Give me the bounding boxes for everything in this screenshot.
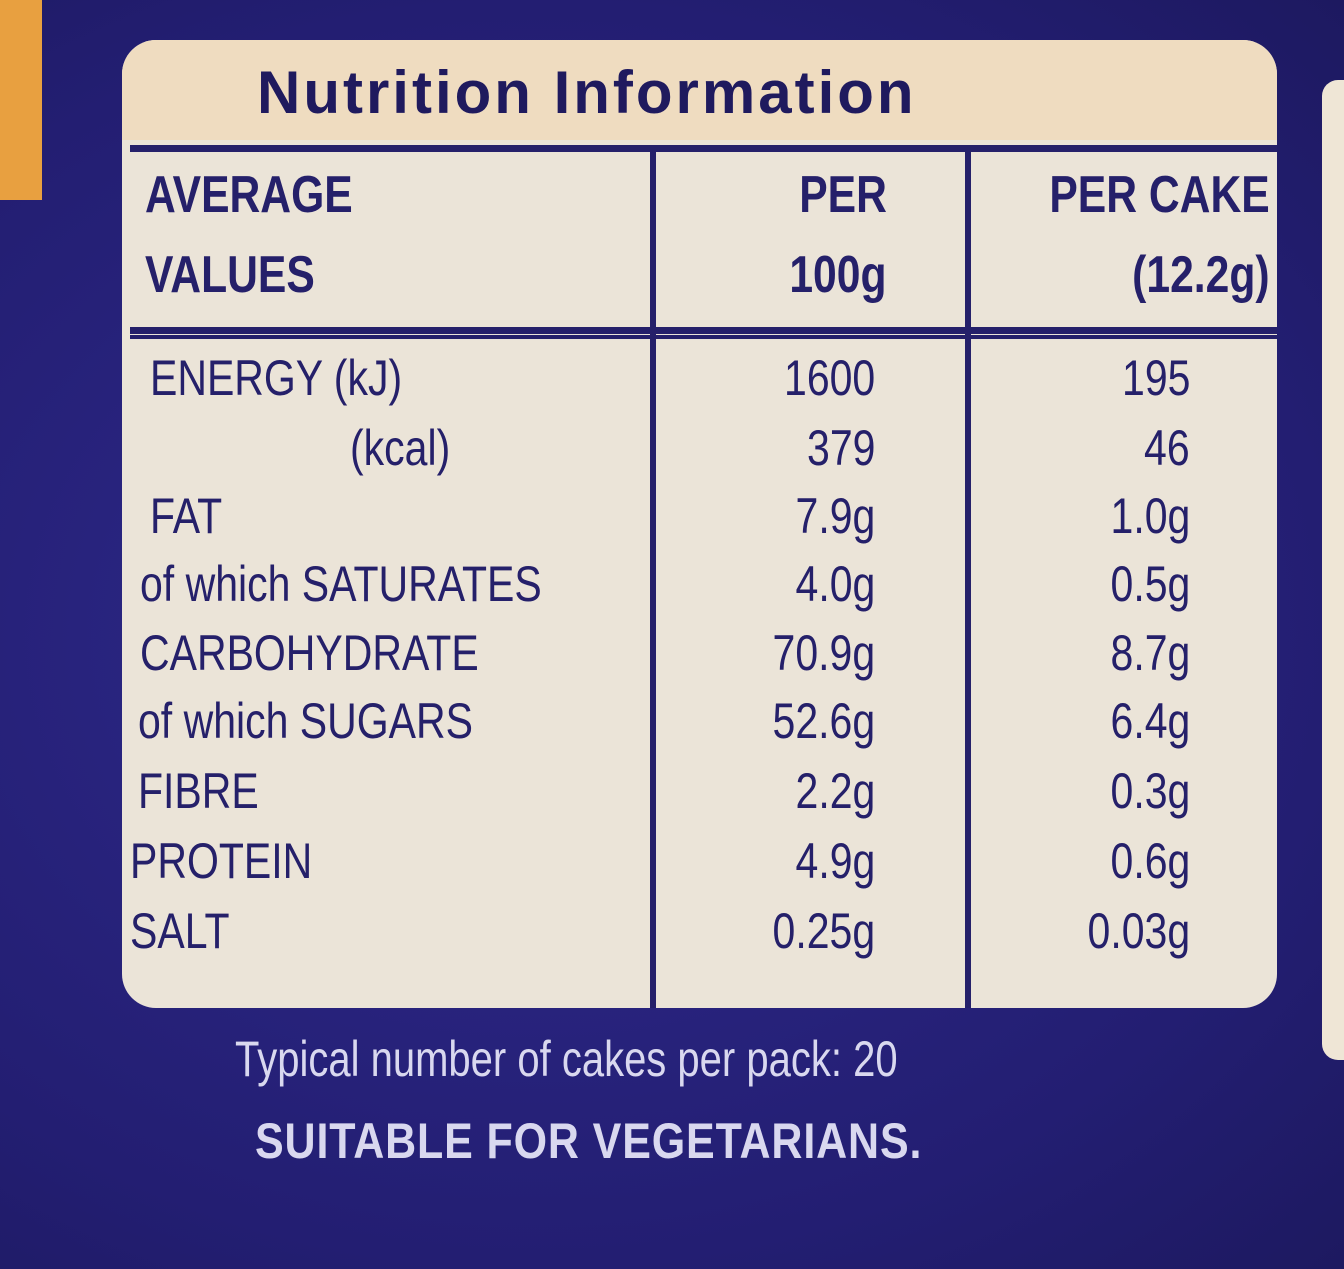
per-100g-value: 0.25g xyxy=(772,903,875,959)
per-100g-value: 2.2g xyxy=(795,763,875,819)
nutrition-table: AVERAGE VALUES PER 100g PER CAKE (12.2g) ENERG… xyxy=(130,145,1277,1008)
column-divider xyxy=(965,145,971,1008)
table-border xyxy=(130,335,1277,339)
nutrient-label: CARBOHYDRATE xyxy=(140,625,479,681)
per-cake-value: 1.0g xyxy=(1110,488,1190,544)
header-label: (12.2g) xyxy=(1132,246,1270,304)
nutrient-label: ENERGY (kJ) xyxy=(150,350,403,406)
per-100g-value: 70.9g xyxy=(772,625,875,681)
nutrient-label: PROTEIN xyxy=(130,833,313,889)
nutrient-label: SALT xyxy=(130,903,230,959)
nutrient-label: of which SATURATES xyxy=(140,556,542,612)
vegetarian-note: SUITABLE FOR VEGETARIANS. xyxy=(255,1113,923,1169)
title-band xyxy=(122,40,1277,140)
per-100g-value: 1600 xyxy=(783,350,875,406)
per-100g-value: 4.0g xyxy=(795,556,875,612)
per-100g-value: 4.9g xyxy=(795,833,875,889)
per-100g-value: 379 xyxy=(806,420,875,476)
nutrition-panel: Nutrition Information AVERAGE VALUES PER 10… xyxy=(122,40,1277,1008)
per-cake-value: 195 xyxy=(1121,350,1190,406)
header-label: PER xyxy=(799,166,887,224)
nutrient-label: FAT xyxy=(150,488,223,544)
table-border xyxy=(130,145,1277,152)
per-cake-value: 46 xyxy=(1144,420,1190,476)
per-100g-value: 7.9g xyxy=(795,488,875,544)
header-label: AVERAGE xyxy=(145,166,353,224)
per-cake-value: 8.7g xyxy=(1110,625,1190,681)
package-edge xyxy=(0,0,42,200)
per-cake-value: 0.6g xyxy=(1110,833,1190,889)
column-divider xyxy=(650,145,656,1008)
header-label: VALUES xyxy=(145,246,315,304)
nutrient-label: of which SUGARS xyxy=(138,693,473,749)
per-cake-value: 0.03g xyxy=(1087,903,1190,959)
per-cake-value: 6.4g xyxy=(1110,693,1190,749)
package-edge xyxy=(1322,80,1344,1060)
per-cake-value: 0.3g xyxy=(1110,763,1190,819)
table-border xyxy=(130,327,1277,334)
header-label: PER CAKE xyxy=(1049,166,1270,224)
nutrient-label: (kcal) xyxy=(350,420,451,476)
header-label: 100g xyxy=(789,246,887,304)
nutrient-label: FIBRE xyxy=(138,763,259,819)
per-cake-value: 0.5g xyxy=(1110,556,1190,612)
panel-title: Nutrition Information xyxy=(257,59,917,126)
per-100g-value: 52.6g xyxy=(772,693,875,749)
pack-note: Typical number of cakes per pack: 20 xyxy=(235,1031,898,1087)
